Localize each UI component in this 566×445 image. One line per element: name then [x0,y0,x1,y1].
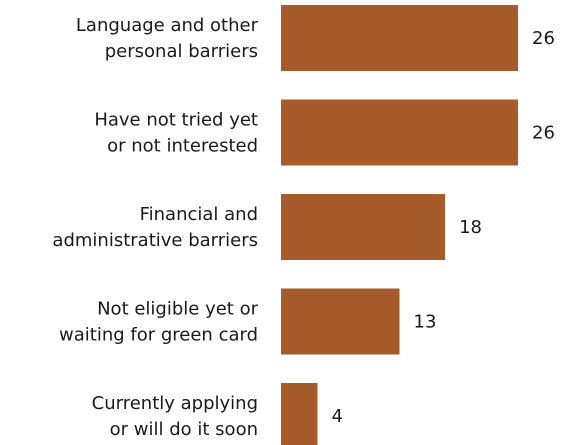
category-label-line: personal barriers [105,41,258,62]
bar [281,288,400,355]
value-label: 13 [414,312,437,333]
category-label-line: Have not tried yet [94,110,258,131]
category-label-line: or will do it soon [110,419,258,440]
category-label-line: Currently applying [92,393,258,414]
category-label: Currently applying or will do it soon [92,393,258,440]
category-label: Language and other personal barriers [76,15,259,62]
bar [281,194,446,260]
value-label: 4 [331,406,342,427]
category-label-line: administrative barriers [52,230,258,251]
category-label: Have not tried yet or not interested [94,110,258,157]
category-label-line: or not interested [107,136,258,157]
category-label-line: Language and other [76,15,259,36]
category-label-line: waiting for green card [59,325,258,346]
value-label: 26 [532,123,555,144]
category-label: Financial and administrative barriers [52,204,258,251]
bar [281,99,518,166]
category-label-line: Not eligible yet or [97,299,259,320]
bar [281,383,318,445]
value-label: 26 [532,28,555,49]
category-label-line: Financial and [140,204,258,225]
category-label: Not eligible yet or waiting for green car… [59,299,259,346]
value-label: 18 [459,217,482,238]
bar [281,5,518,71]
